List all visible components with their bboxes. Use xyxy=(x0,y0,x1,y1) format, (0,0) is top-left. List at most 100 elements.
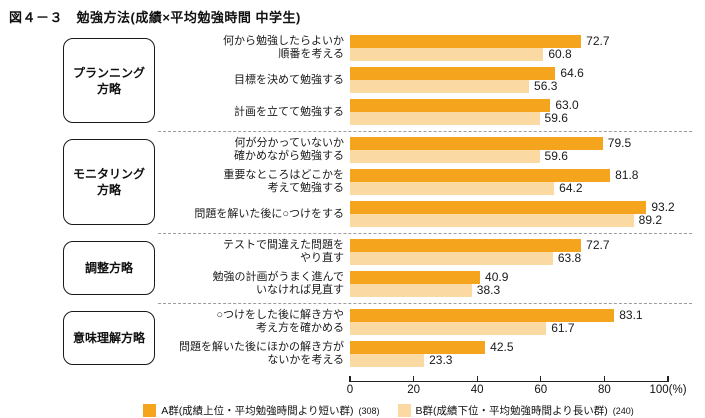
bar-group-a: 72.7 xyxy=(350,35,610,48)
x-axis-tick-label: 20 xyxy=(407,384,420,396)
bar-group-a: 83.1 xyxy=(350,309,643,322)
row-label-line: 何から勉強したらよいか xyxy=(223,35,344,47)
strategy-box-column: 調整方略 xyxy=(0,233,158,303)
row-label-line: 目標を決めて勉強する xyxy=(234,73,344,86)
bar-group-a: 81.8 xyxy=(350,169,638,182)
bar-group-a: 63.0 xyxy=(350,99,579,112)
strategy-category-label: 方略 xyxy=(96,183,121,197)
bar-value-label: 64.6 xyxy=(560,66,584,80)
x-axis: 0 20 40 60 80 100(%) xyxy=(346,375,687,399)
row-label: テストで間違えた問題を やり直す xyxy=(158,239,350,265)
bar-group-a: 93.2 xyxy=(350,201,675,214)
bar-group-b: 59.6 xyxy=(350,112,568,125)
bar-group-a: 72.7 xyxy=(350,239,610,252)
bar-value-label: 60.8 xyxy=(548,47,572,61)
strategy-category-box: モニタリング 方略 xyxy=(63,139,155,225)
row-bars: 83.1 61.7 xyxy=(350,309,668,335)
x-axis-tick xyxy=(667,376,669,382)
bar-group-b: 60.8 xyxy=(350,48,572,61)
bar-group-b: 61.7 xyxy=(350,322,575,335)
strategy-group: モニタリング 方略 何が分かっていないか 確かめながら勉強する 79.5 59.6 重要なと… xyxy=(0,131,705,233)
bar-group-b: 89.2 xyxy=(350,214,662,227)
bar-value-label: 56.3 xyxy=(534,79,558,93)
chart-row: 問題を解いた後に○つけをする 93.2 89.2 xyxy=(158,201,692,227)
legend-swatch xyxy=(397,404,411,417)
bar-value-label: 38.3 xyxy=(476,283,501,297)
x-axis-line xyxy=(350,381,668,382)
legend: A群(成績上位・平均勉強時間より短い群) (308) B群(成績下位・平均勉強時間よ… xyxy=(0,403,705,418)
bar-value-label: 61.7 xyxy=(551,321,575,335)
chart-row: 何が分かっていないか 確かめながら勉強する 79.5 59.6 xyxy=(158,137,692,163)
row-label-line: 何が分かっていないか xyxy=(234,137,344,149)
chart-row: 勉強の計画がうまく進んで いなければ見直す 40.9 38.3 xyxy=(158,271,692,297)
chart-row: 問題を解いた後にほかの解き方が ないかを考える 42.5 23.3 xyxy=(158,341,692,367)
row-bars: 63.0 59.6 xyxy=(350,99,668,125)
chart-row: 重要なところはどこかを 考えて勉強する 81.8 64.2 xyxy=(158,169,692,195)
row-bars: 81.8 64.2 xyxy=(350,169,668,195)
bar-group-a: 40.9 xyxy=(350,271,508,284)
legend-item: B群(成績下位・平均勉強時間より長い群) (240) xyxy=(397,403,634,418)
row-bars: 72.7 63.8 xyxy=(350,239,668,265)
x-axis-tick xyxy=(603,376,606,382)
x-axis-tick-label: 60 xyxy=(534,384,548,396)
row-label-line: やり直す xyxy=(300,252,344,264)
bar-value-label: 64.2 xyxy=(559,181,583,195)
strategy-category-box: 意味理解方略 xyxy=(63,311,155,365)
row-label: 何から勉強したらよいか 順番を考える xyxy=(158,35,350,61)
bar-group-a: 64.6 xyxy=(350,67,584,80)
row-label: 勉強の計画がうまく進んで いなければ見直す xyxy=(158,271,350,297)
row-label-line: ないかを考える xyxy=(267,354,344,366)
bar-value-label: 63.0 xyxy=(555,98,579,112)
bar-value-label: 89.2 xyxy=(638,213,662,227)
legend-item: A群(成績上位・平均勉強時間より短い群) (308) xyxy=(143,403,380,418)
row-label-line: ○つけをした後に解き方や xyxy=(216,309,344,321)
bar-value-label: 79.5 xyxy=(607,136,632,150)
bar-group-b: 23.3 xyxy=(350,354,452,367)
row-label-line: 考えて勉強する xyxy=(267,182,344,194)
bar-value-label: 81.8 xyxy=(615,168,639,182)
strategy-items: テストで間違えた問題を やり直す 72.7 63.8 勉強の計画がうまく進んで いなければ… xyxy=(158,233,692,303)
x-axis-tick xyxy=(412,376,415,382)
strategy-box-column: 意味理解方略 xyxy=(0,303,158,373)
row-label-line: 計画を立てて勉強する xyxy=(234,105,344,118)
strategy-category-box: 調整方略 xyxy=(63,241,155,295)
row-label: 計画を立てて勉強する xyxy=(158,99,350,125)
chart-row: 目標を決めて勉強する 64.6 56.3 xyxy=(158,67,692,93)
legend-label: B群(成績下位・平均勉強時間より長い群) xyxy=(415,405,608,417)
legend-swatch xyxy=(143,404,157,417)
groups: プランニング 方略 何から勉強したらよいか 順番を考える 72.7 60.8 目標を決めて勉… xyxy=(0,30,705,373)
bar-value-label: 42.5 xyxy=(490,340,514,354)
bar-value-label: 23.3 xyxy=(429,353,453,367)
x-axis-tick-label: 80 xyxy=(597,384,611,396)
strategy-category-label: 方略 xyxy=(96,81,121,96)
chart-row: 計画を立てて勉強する 63.0 59.6 xyxy=(158,99,692,125)
x-axis-tick-label: 0 xyxy=(346,384,354,396)
chart-row: テストで間違えた問題を やり直す 72.7 63.8 xyxy=(158,239,692,265)
bar-group-b: 64.2 xyxy=(350,182,583,195)
strategy-group: プランニング 方略 何から勉強したらよいか 順番を考える 72.7 60.8 目標を決めて勉… xyxy=(0,30,705,131)
row-bars: 40.9 38.3 xyxy=(350,271,668,297)
row-label: 問題を解いた後にほかの解き方が ないかを考える xyxy=(158,341,350,367)
bar-value-label: 63.8 xyxy=(557,251,582,265)
row-label-line: 重要なところはどこかを xyxy=(223,169,344,181)
strategy-category-label: プランニング xyxy=(72,65,145,80)
bar-group-b: 56.3 xyxy=(350,80,557,93)
bar-group-a: 79.5 xyxy=(350,137,631,150)
bar-group-b: 63.8 xyxy=(350,252,581,265)
row-label: 何が分かっていないか 確かめながら勉強する xyxy=(158,137,350,163)
row-label-line: 考え方を確かめる xyxy=(256,322,344,334)
bar-value-label: 72.7 xyxy=(586,34,610,48)
chart-row: 何から勉強したらよいか 順番を考える 72.7 60.8 xyxy=(158,35,692,61)
bar-value-label: 93.2 xyxy=(651,200,675,214)
x-axis-tick xyxy=(349,376,351,382)
chart-title: 図４－３ 勉強方法(成績×平均勉強時間 中学生) xyxy=(9,10,301,25)
row-label: 問題を解いた後に○つけをする xyxy=(158,201,350,227)
strategy-category-box: プランニング 方略 xyxy=(63,38,155,123)
bar-value-label: 72.7 xyxy=(586,238,610,252)
bar-group-a: 42.5 xyxy=(350,341,514,354)
strategy-box-column: モニタリング 方略 xyxy=(0,131,158,233)
bar-group-b: 59.6 xyxy=(350,150,568,163)
strategy-items: 何が分かっていないか 確かめながら勉強する 79.5 59.6 重要なところはどこかを考… xyxy=(158,131,692,233)
x-axis-tick xyxy=(540,376,542,382)
row-bars: 64.6 56.3 xyxy=(350,67,668,93)
